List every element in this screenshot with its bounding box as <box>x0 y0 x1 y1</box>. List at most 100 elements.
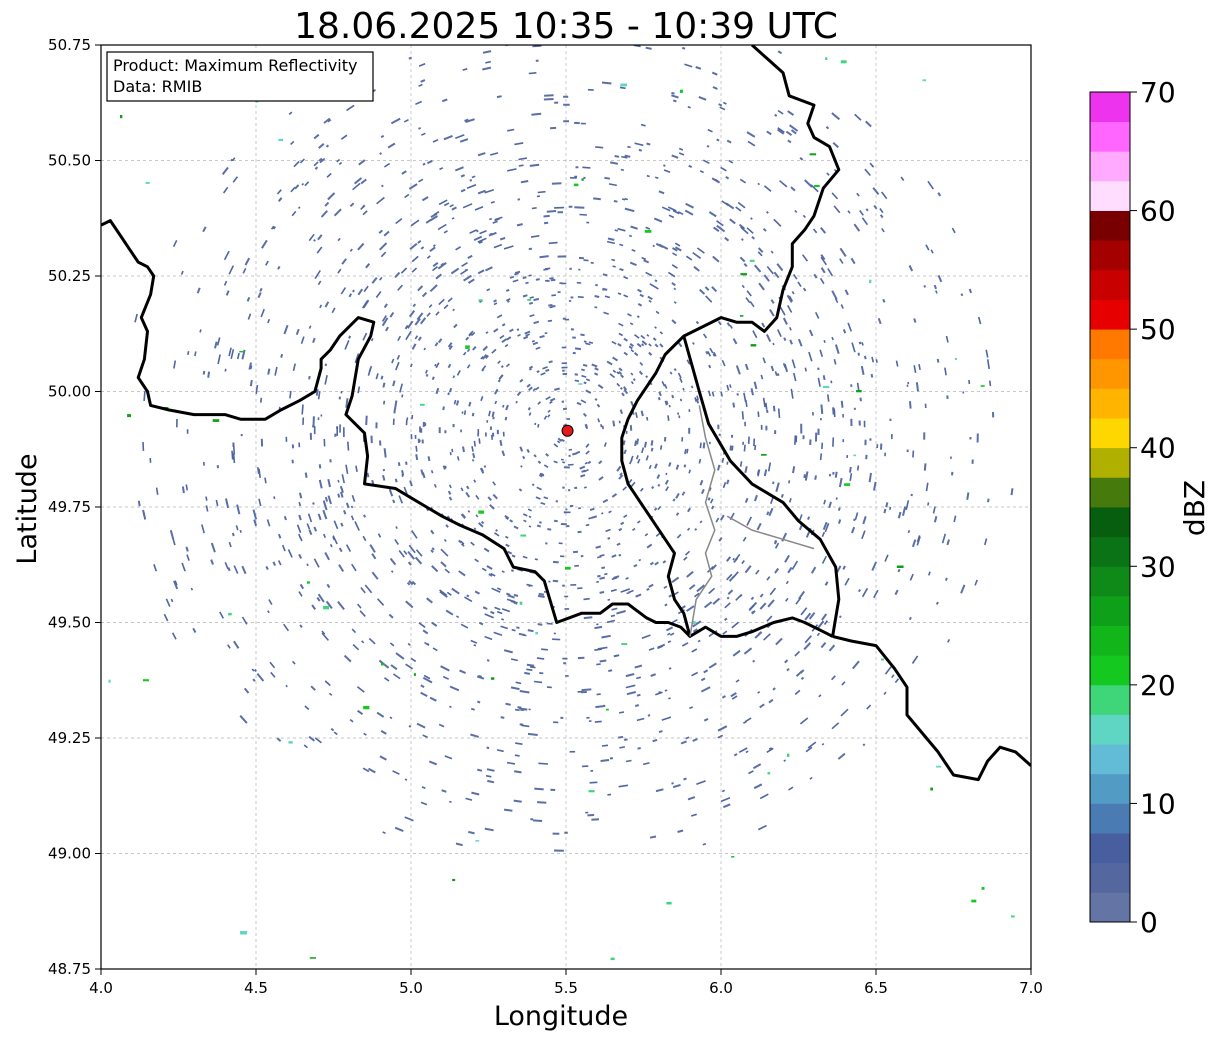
colorbar-ticks: 0 10 20 30 40 50 60 70 <box>1130 76 1176 939</box>
colorbar-segment <box>1090 329 1130 360</box>
colorbar-segment <box>1090 121 1130 152</box>
x-tick-label: 7.0 <box>1019 979 1043 997</box>
echo-cell <box>739 315 744 317</box>
echo-cell <box>954 358 957 360</box>
colorbar-segment <box>1090 566 1130 597</box>
info-box-frame <box>106 51 374 102</box>
colorbar-tick-label: 10 <box>1140 787 1176 820</box>
echo-cell <box>240 931 248 935</box>
colorbar-segment <box>1090 92 1130 123</box>
echo-cell <box>881 658 885 661</box>
colorbar-tick-label: 40 <box>1140 432 1176 465</box>
regional-border <box>689 405 716 637</box>
echo-cell <box>980 385 985 387</box>
echo-cell <box>127 414 131 418</box>
info-box-source: Data: RMIB <box>113 77 202 96</box>
echo-cell <box>787 753 790 757</box>
colorbar-segment <box>1090 299 1130 330</box>
echo-cell <box>381 663 385 666</box>
echo-cell <box>936 765 942 768</box>
echo-cell <box>922 79 926 82</box>
echo-cell <box>452 878 456 882</box>
colorbar-segment <box>1090 447 1130 478</box>
colorbar-segment <box>1090 744 1130 775</box>
y-tick-label: 50.25 <box>48 267 91 285</box>
echo-cell <box>588 790 595 793</box>
echo-cell <box>896 565 904 568</box>
colorbar-segment <box>1090 151 1130 182</box>
echo-cell <box>578 383 583 385</box>
echo-cell <box>535 631 538 635</box>
colorbar-segment <box>1090 655 1130 686</box>
colorbar-segment <box>1090 388 1130 419</box>
echo-cell <box>981 887 985 890</box>
echo-cell <box>620 83 627 87</box>
echo-cell <box>475 840 480 842</box>
echo-cell <box>621 643 628 645</box>
echo-cell <box>519 601 523 605</box>
x-tick-label: 5.0 <box>399 979 423 997</box>
echo-cell <box>610 957 615 961</box>
echo-cell <box>120 115 123 119</box>
echo-cell <box>1011 915 1015 918</box>
colorbar-segment <box>1090 803 1130 834</box>
colorbar-segment <box>1090 507 1130 538</box>
colorbar-segment <box>1090 714 1130 745</box>
national-border <box>101 219 834 638</box>
echo-cell <box>212 419 220 422</box>
y-tick-label: 50.50 <box>48 152 91 170</box>
y-tick-label: 50.00 <box>48 383 91 401</box>
colorbar <box>1089 91 1131 923</box>
x-tick-label: 4.5 <box>244 979 268 997</box>
colorbar-label: dBZ <box>1178 480 1211 536</box>
colorbar-frame <box>1089 91 1131 923</box>
radar-site-marker <box>561 424 574 437</box>
echo-cell <box>278 138 284 142</box>
echo-cell <box>644 229 652 233</box>
colorbar-tick-label: 30 <box>1140 550 1176 583</box>
colorbar-tick-label: 60 <box>1140 195 1176 228</box>
colorbar-segment <box>1090 240 1130 271</box>
colorbar-segment <box>1090 625 1130 656</box>
y-tick-label: 48.75 <box>48 960 91 978</box>
echo-cell <box>856 390 862 393</box>
colorbar-segment <box>1090 358 1130 389</box>
colorbar-segment <box>1090 684 1130 715</box>
colorbar-segment <box>1090 833 1130 864</box>
colorbar-tick-label: 70 <box>1140 76 1176 109</box>
colorbar-tick-label: 50 <box>1140 313 1176 346</box>
reflectivity-field <box>108 45 1015 961</box>
echo-cell <box>761 454 767 456</box>
colorbar-segment <box>1090 773 1130 804</box>
echo-cell <box>145 181 150 184</box>
colorbar-segment <box>1090 269 1130 300</box>
y-tick-label: 50.75 <box>48 36 91 54</box>
echo-cell <box>767 772 771 775</box>
echo-cell <box>420 403 425 406</box>
chart-title: 18.06.2025 10:35 - 10:39 UTC <box>294 6 838 47</box>
echo-cell <box>309 957 316 959</box>
colorbar-segment <box>1090 477 1130 508</box>
echo-cell <box>825 57 828 60</box>
echo-cell <box>971 899 977 903</box>
echo-cell <box>363 705 370 710</box>
y-axis-label: Latitude <box>12 453 43 564</box>
echo-cell <box>823 385 830 389</box>
echo-cell <box>869 279 872 284</box>
grid-lines <box>101 45 1031 969</box>
echo-cell <box>478 299 483 302</box>
echo-cell <box>844 483 851 486</box>
echo-cell <box>606 708 609 711</box>
colorbar-segment <box>1090 536 1130 567</box>
echo-cell <box>809 153 817 156</box>
echo-cell <box>490 677 495 680</box>
colorbar-segment <box>1090 418 1130 449</box>
echo-cell <box>288 741 293 744</box>
colorbar-segment <box>1090 862 1130 893</box>
info-box: Product: Maximum Reflectivity Data: RMIB <box>106 51 374 102</box>
echo-cell <box>749 259 755 262</box>
echo-cell <box>520 534 527 537</box>
echo-cell <box>731 856 735 858</box>
echo-cell <box>666 901 672 905</box>
